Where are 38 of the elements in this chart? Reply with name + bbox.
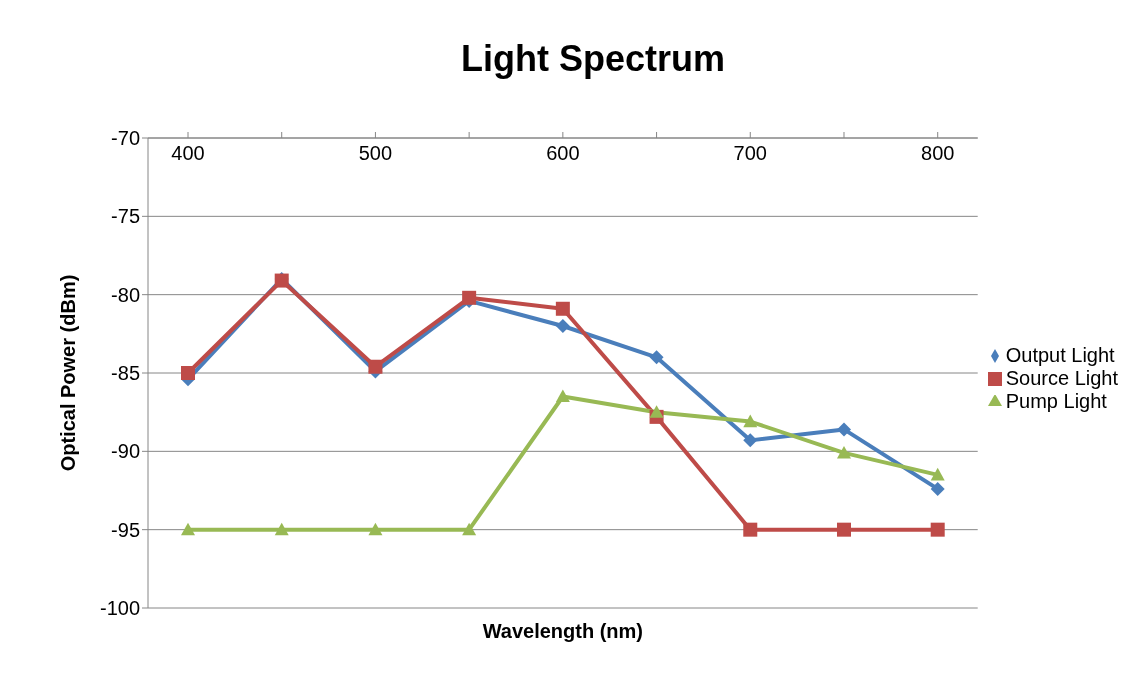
x-tick-label: 600 xyxy=(546,142,580,164)
x-axis-title: Wavelength (nm) xyxy=(482,620,644,642)
point xyxy=(368,522,383,536)
point xyxy=(836,422,851,437)
point xyxy=(649,405,664,418)
y-tick-label: -75 xyxy=(111,205,140,228)
point xyxy=(555,389,570,403)
point xyxy=(181,522,195,536)
point xyxy=(930,481,945,496)
y-tick-label: -100 xyxy=(99,597,140,620)
point xyxy=(743,522,758,537)
y-tick-label: -95 xyxy=(111,518,140,541)
x-tick-label: 800 xyxy=(921,142,955,164)
point xyxy=(274,522,289,536)
chart-title: Light Spectrum xyxy=(460,37,726,81)
legend-label: Pump Light xyxy=(1005,389,1107,412)
x-tick-label: 700 xyxy=(733,142,767,164)
y-tick-label: -85 xyxy=(111,362,140,385)
point xyxy=(368,359,383,374)
point xyxy=(555,301,570,316)
point xyxy=(181,366,195,380)
legend-label: Output Light xyxy=(1005,343,1115,366)
legend-label: Source Light xyxy=(1005,366,1118,389)
point xyxy=(462,522,477,536)
y-tick-label: -80 xyxy=(111,283,140,306)
y-tick-label: -90 xyxy=(111,440,140,463)
point xyxy=(649,350,664,365)
point xyxy=(555,319,570,333)
x-tick-label: 500 xyxy=(358,142,393,164)
point xyxy=(743,414,758,428)
point xyxy=(743,433,758,448)
point xyxy=(836,522,851,537)
point xyxy=(836,445,851,459)
y-axis-title: Optical Power (dBm) xyxy=(57,274,80,472)
point xyxy=(930,522,945,537)
y-tick-label: -70 xyxy=(111,127,140,150)
point xyxy=(930,467,945,481)
x-tick-label: 400 xyxy=(171,142,205,164)
